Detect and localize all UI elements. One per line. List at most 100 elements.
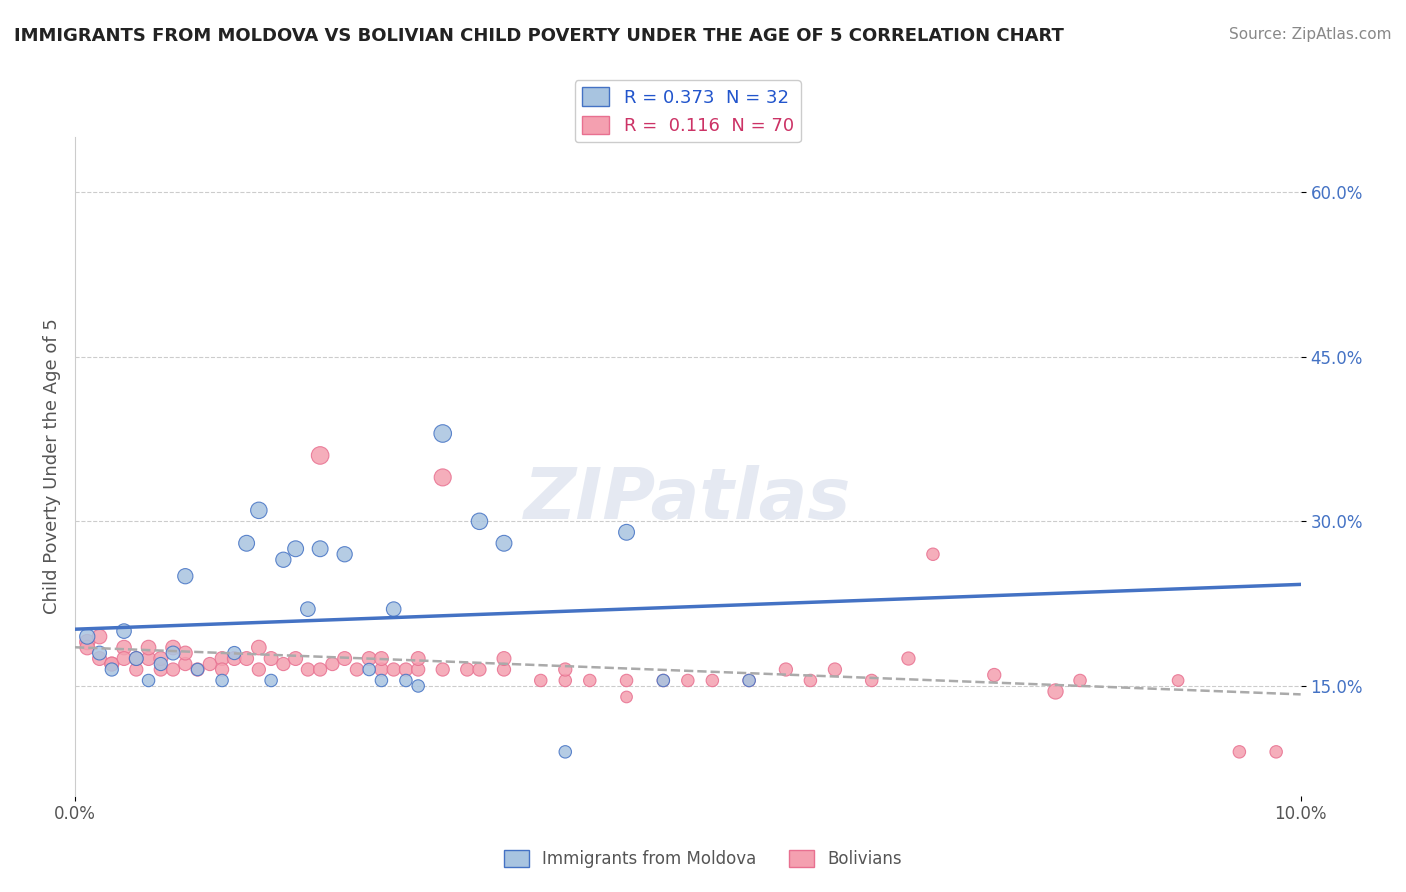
Point: [174, 646, 197, 660]
Point: [554, 673, 576, 688]
Point: [101, 657, 124, 671]
Point: [125, 663, 148, 677]
Point: [1045, 684, 1067, 698]
Point: [198, 657, 221, 671]
Point: [187, 663, 209, 677]
Point: [284, 541, 307, 556]
Point: [138, 673, 160, 688]
Point: [382, 663, 405, 677]
Point: [492, 651, 515, 665]
Point: [370, 651, 392, 665]
Point: [273, 553, 295, 567]
Point: [406, 679, 429, 693]
Point: [321, 657, 343, 671]
Point: [224, 651, 246, 665]
Point: [554, 745, 576, 759]
Point: [1069, 673, 1091, 688]
Point: [260, 651, 283, 665]
Legend: Immigrants from Moldova, Bolivians: Immigrants from Moldova, Bolivians: [496, 843, 910, 875]
Point: [101, 663, 124, 677]
Point: [89, 651, 111, 665]
Point: [652, 673, 675, 688]
Point: [260, 673, 283, 688]
Point: [284, 651, 307, 665]
Point: [1265, 745, 1288, 759]
Point: [333, 547, 356, 561]
Point: [138, 651, 160, 665]
Point: [138, 640, 160, 655]
Point: [578, 673, 600, 688]
Point: [554, 663, 576, 677]
Point: [309, 541, 332, 556]
Point: [370, 673, 392, 688]
Point: [382, 602, 405, 616]
Point: [616, 690, 638, 704]
Point: [211, 651, 233, 665]
Point: [702, 673, 724, 688]
Point: [468, 663, 491, 677]
Point: [616, 525, 638, 540]
Point: [824, 663, 846, 677]
Point: [247, 503, 270, 517]
Point: [76, 630, 98, 644]
Point: [652, 673, 675, 688]
Point: [235, 651, 257, 665]
Point: [187, 663, 209, 677]
Legend: R = 0.373  N = 32, R =  0.116  N = 70: R = 0.373 N = 32, R = 0.116 N = 70: [575, 80, 801, 143]
Point: [432, 663, 454, 677]
Point: [162, 640, 184, 655]
Point: [211, 663, 233, 677]
Point: [468, 514, 491, 528]
Point: [235, 536, 257, 550]
Point: [359, 663, 381, 677]
Point: [125, 651, 148, 665]
Point: [112, 624, 135, 639]
Point: [174, 569, 197, 583]
Point: [359, 651, 381, 665]
Point: [799, 673, 821, 688]
Point: [738, 673, 761, 688]
Point: [76, 640, 98, 655]
Point: [125, 651, 148, 665]
Point: [76, 635, 98, 649]
Text: ZIPatlas: ZIPatlas: [524, 465, 852, 533]
Point: [149, 651, 172, 665]
Point: [897, 651, 920, 665]
Point: [406, 663, 429, 677]
Point: [775, 663, 797, 677]
Point: [395, 673, 418, 688]
Point: [530, 673, 553, 688]
Point: [112, 651, 135, 665]
Point: [149, 663, 172, 677]
Text: Source: ZipAtlas.com: Source: ZipAtlas.com: [1229, 27, 1392, 42]
Point: [922, 547, 945, 561]
Point: [273, 657, 295, 671]
Point: [432, 426, 454, 441]
Point: [247, 663, 270, 677]
Point: [162, 646, 184, 660]
Point: [395, 663, 418, 677]
Point: [370, 663, 392, 677]
Point: [1167, 673, 1189, 688]
Point: [456, 663, 478, 677]
Point: [406, 651, 429, 665]
Point: [492, 536, 515, 550]
Point: [224, 646, 246, 660]
Point: [101, 657, 124, 671]
Point: [432, 470, 454, 484]
Point: [309, 663, 332, 677]
Point: [738, 673, 761, 688]
Text: IMMIGRANTS FROM MOLDOVA VS BOLIVIAN CHILD POVERTY UNDER THE AGE OF 5 CORRELATION: IMMIGRANTS FROM MOLDOVA VS BOLIVIAN CHIL…: [14, 27, 1064, 45]
Point: [346, 663, 368, 677]
Point: [309, 449, 332, 463]
Point: [676, 673, 699, 688]
Point: [297, 663, 319, 677]
Point: [149, 657, 172, 671]
Point: [89, 646, 111, 660]
Point: [860, 673, 883, 688]
Point: [297, 602, 319, 616]
Y-axis label: Child Poverty Under the Age of 5: Child Poverty Under the Age of 5: [44, 318, 60, 615]
Point: [983, 668, 1005, 682]
Point: [89, 630, 111, 644]
Point: [211, 673, 233, 688]
